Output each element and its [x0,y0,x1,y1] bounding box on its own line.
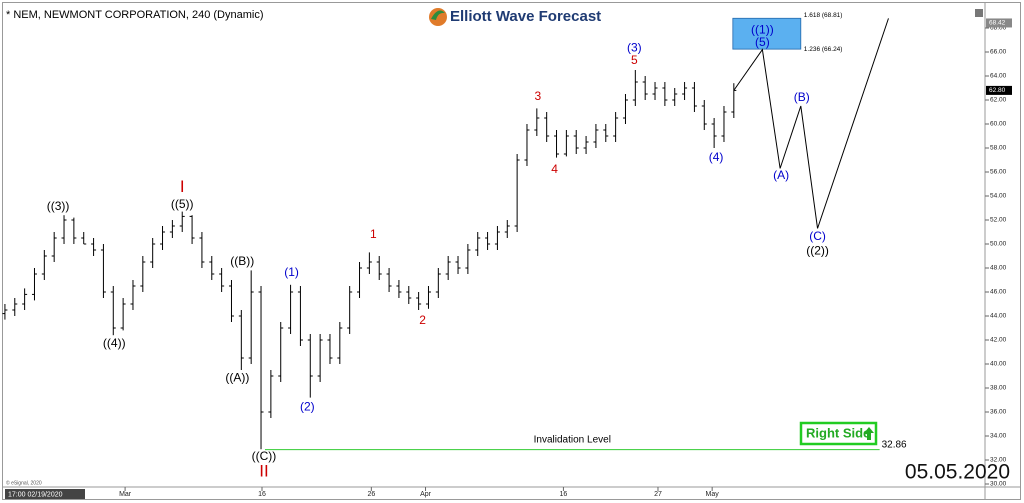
wave-label: (1) [284,265,299,279]
wave-label: (5) [755,35,770,49]
wave-label: ((2)) [806,243,829,257]
x-tick-label: Apr [420,491,432,498]
wave-label: (2) [300,399,315,413]
target-zone [732,17,802,50]
x-tick-label: 26 [367,491,375,498]
x-tick-label: 27 [654,491,662,498]
wave-label: (B) [794,90,810,104]
y-tick-label: 62.00 [990,97,1007,104]
badge-arrow [864,427,874,440]
price-badge-label: 68.42 [989,20,1006,27]
y-tick-label: 44.00 [990,313,1007,320]
wave-label: 1 [370,227,377,241]
x-tick-label: 16 [258,491,266,498]
wave-label: II [259,461,268,480]
copyright: © eSignal, 2020 [6,479,42,486]
y-tick-label: 42.00 [990,337,1007,344]
wave-label: 5 [631,53,638,67]
y-tick-label: 56.00 [990,169,1007,176]
wave-label: (3) [627,41,642,55]
y-tick-label: 52.00 [990,217,1007,224]
badge: Right Side [806,425,870,440]
footer-time: 17:00 02/19/2020 [8,491,63,498]
y-tick-label: 40.00 [990,361,1007,368]
wave-label: ((C)) [252,449,277,463]
date-stamp: 05.05.2020 [905,461,1010,484]
x-tick-label: May [706,491,720,498]
fib-label: 1.236 (66.24) [804,46,843,53]
y-tick-label: 68.00 [990,25,1007,32]
wave-label: I [180,177,185,196]
fib-label: 1.618 (68.81) [804,12,843,19]
price-badge [986,18,1012,28]
badge-box [799,421,878,446]
time-box [5,489,85,499]
wave-label: 4 [551,162,558,176]
y-tick-label: 60.00 [990,121,1007,128]
invalidation-text: Invalidation Level [534,434,611,445]
y-tick-label: 32.00 [990,457,1007,464]
y-tick-label: 66.00 [990,49,1007,56]
wave-label: (A) [773,168,789,182]
x-tick-label: Mar [119,491,132,498]
wave-label: 2 [419,313,426,327]
y-tick-label: 46.00 [990,289,1007,296]
invalidation-value: 32.86 [882,439,907,450]
x-tick-label: 16 [560,491,568,498]
y-tick-label: 64.00 [990,73,1007,80]
wave-label: ((5)) [171,197,194,211]
price-badge [986,85,1012,95]
logo-icon-leaf [431,10,445,20]
projection-path [733,18,889,229]
y-tick-label: 36.00 [990,409,1007,416]
y-tick-label: 38.00 [990,385,1007,392]
y-tick-label: 48.00 [990,265,1007,272]
y-tick-label: 54.00 [990,193,1007,200]
wave-label: ((B)) [230,254,254,268]
price-badge-label: 62.80 [989,87,1006,94]
wave-label: ((3)) [47,199,70,213]
wave-label: ((4)) [103,336,126,350]
y-tick-label: 30.00 [990,481,1007,488]
wave-label: ((A)) [225,371,249,385]
chart-title: * NEM, NEWMONT CORPORATION, 240 (Dynamic… [6,9,264,21]
y-tick-label: 34.00 [990,433,1007,440]
wave-label: ((1)) [751,23,774,37]
logo: Elliott Wave Forecast [450,8,601,25]
logo-icon [429,8,447,26]
wave-label: (C) [809,229,826,243]
y-tick-label: 50.00 [990,241,1007,248]
corner-icon [975,9,983,17]
y-tick-label: 58.00 [990,145,1007,152]
wave-label: 3 [534,89,541,103]
wave-label: (4) [709,150,724,164]
